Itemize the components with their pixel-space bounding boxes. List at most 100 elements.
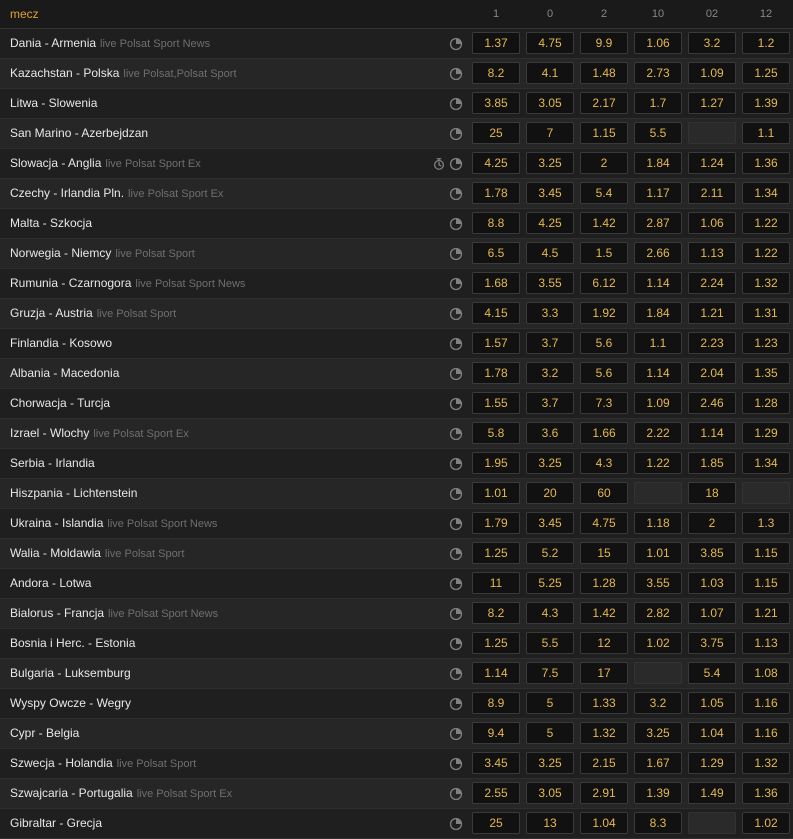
odds-box[interactable]: 1.06 — [634, 32, 682, 54]
odds-box[interactable]: 1.31 — [742, 302, 790, 324]
header-col-0[interactable]: 0 — [523, 0, 577, 28]
match-cell[interactable]: Malta - Szkocja — [0, 208, 423, 238]
odds-box[interactable]: 1.06 — [688, 212, 736, 234]
match-cell[interactable]: Serbia - Irlandia — [0, 448, 423, 478]
odds-box[interactable]: 1.13 — [742, 632, 790, 654]
odds-box[interactable]: 1.92 — [580, 302, 628, 324]
match-cell[interactable]: Izrael - Wlochylive Polsat Sport Ex — [0, 418, 423, 448]
odds-box[interactable]: 1.33 — [580, 692, 628, 714]
odds-box[interactable]: 4.25 — [472, 152, 520, 174]
stats-icon[interactable] — [449, 695, 463, 711]
odds-box[interactable]: 1.67 — [634, 752, 682, 774]
odds-box[interactable]: 3.2 — [634, 692, 682, 714]
odds-box[interactable]: 1.35 — [742, 362, 790, 384]
odds-box[interactable]: 8.8 — [472, 212, 520, 234]
odds-box[interactable]: 1.14 — [634, 362, 682, 384]
stats-icon[interactable] — [449, 95, 463, 111]
stats-icon[interactable] — [449, 755, 463, 771]
odds-box[interactable]: 1.57 — [472, 332, 520, 354]
odds-box[interactable]: 5.4 — [580, 182, 628, 204]
odds-box[interactable]: 4.3 — [526, 602, 574, 624]
match-cell[interactable]: Dania - Armenialive Polsat Sport News — [0, 28, 423, 58]
match-cell[interactable]: Kazachstan - Polskalive Polsat,Polsat Sp… — [0, 58, 423, 88]
odds-box[interactable]: 1.28 — [580, 572, 628, 594]
odds-box[interactable]: 1.48 — [580, 62, 628, 84]
odds-box[interactable]: 1.21 — [742, 602, 790, 624]
stats-icon[interactable] — [449, 725, 463, 741]
stats-icon[interactable] — [449, 335, 463, 351]
odds-box[interactable]: 1.13 — [688, 242, 736, 264]
odds-box[interactable]: 1.39 — [742, 92, 790, 114]
header-col-2[interactable]: 2 — [577, 0, 631, 28]
odds-box[interactable]: 3.25 — [526, 452, 574, 474]
odds-box[interactable]: 1.34 — [742, 452, 790, 474]
odds-box[interactable]: 1.18 — [634, 512, 682, 534]
odds-box[interactable]: 1.42 — [580, 602, 628, 624]
odds-box[interactable]: 1.23 — [742, 332, 790, 354]
odds-box[interactable]: 1.22 — [742, 242, 790, 264]
stats-icon[interactable] — [449, 425, 463, 441]
odds-box[interactable]: 5.5 — [634, 122, 682, 144]
odds-box[interactable]: 1.36 — [742, 782, 790, 804]
odds-box[interactable]: 2.46 — [688, 392, 736, 414]
odds-box[interactable]: 1.02 — [742, 812, 790, 834]
match-cell[interactable]: Gibraltar - Grecja — [0, 808, 423, 838]
odds-box[interactable]: 1.15 — [580, 122, 628, 144]
odds-box[interactable]: 1.16 — [742, 692, 790, 714]
odds-box[interactable]: 4.25 — [526, 212, 574, 234]
header-col-1[interactable]: 1 — [469, 0, 523, 28]
odds-box[interactable]: 1.3 — [742, 512, 790, 534]
odds-box[interactable]: 1.04 — [580, 812, 628, 834]
odds-box[interactable]: 3.05 — [526, 92, 574, 114]
match-cell[interactable]: Bosnia i Herc. - Estonia — [0, 628, 423, 658]
odds-box[interactable]: 5.6 — [580, 362, 628, 384]
match-cell[interactable]: San Marino - Azerbejdzan — [0, 118, 423, 148]
odds-box[interactable]: 7.5 — [526, 662, 574, 684]
odds-box[interactable]: 1.08 — [742, 662, 790, 684]
odds-box[interactable]: 1.14 — [688, 422, 736, 444]
odds-box[interactable]: 2.23 — [688, 332, 736, 354]
odds-box[interactable]: 5.8 — [472, 422, 520, 444]
clock-icon[interactable] — [432, 155, 446, 171]
odds-box[interactable]: 1.22 — [634, 452, 682, 474]
odds-box[interactable]: 2.55 — [472, 782, 520, 804]
odds-box[interactable]: 1.68 — [472, 272, 520, 294]
odds-box[interactable]: 1.49 — [688, 782, 736, 804]
odds-box[interactable]: 4.5 — [526, 242, 574, 264]
header-col-12[interactable]: 12 — [739, 0, 793, 28]
odds-box[interactable]: 5 — [526, 692, 574, 714]
odds-box[interactable]: 1.04 — [688, 722, 736, 744]
stats-icon[interactable] — [449, 485, 463, 501]
odds-box[interactable]: 2 — [688, 512, 736, 534]
odds-box[interactable]: 3.85 — [688, 542, 736, 564]
odds-box[interactable]: 1.32 — [742, 752, 790, 774]
odds-box[interactable]: 1.25 — [472, 632, 520, 654]
odds-box[interactable]: 8.2 — [472, 602, 520, 624]
odds-box[interactable]: 1.66 — [580, 422, 628, 444]
odds-box[interactable]: 3.55 — [526, 272, 574, 294]
match-cell[interactable]: Walia - Moldawialive Polsat Sport — [0, 538, 423, 568]
odds-box[interactable]: 8.3 — [634, 812, 682, 834]
odds-box[interactable]: 1.03 — [688, 572, 736, 594]
odds-box[interactable]: 1.07 — [688, 602, 736, 624]
odds-box[interactable]: 3.7 — [526, 392, 574, 414]
odds-box[interactable]: 1.78 — [472, 362, 520, 384]
odds-box[interactable]: 1.22 — [742, 212, 790, 234]
odds-box[interactable]: 4.1 — [526, 62, 574, 84]
odds-box[interactable]: 3.25 — [634, 722, 682, 744]
odds-box[interactable]: 1.17 — [634, 182, 682, 204]
match-cell[interactable]: Rumunia - Czarnogoralive Polsat Sport Ne… — [0, 268, 423, 298]
odds-box[interactable]: 5.5 — [526, 632, 574, 654]
match-cell[interactable]: Czechy - Irlandia Pln.live Polsat Sport … — [0, 178, 423, 208]
odds-box[interactable]: 1.84 — [634, 152, 682, 174]
odds-box[interactable]: 4.3 — [580, 452, 628, 474]
odds-box[interactable]: 1.05 — [688, 692, 736, 714]
odds-box[interactable]: 18 — [688, 482, 736, 504]
odds-box[interactable]: 1.16 — [742, 722, 790, 744]
odds-box[interactable]: 5.6 — [580, 332, 628, 354]
odds-box[interactable]: 1.25 — [742, 62, 790, 84]
odds-box[interactable]: 1.15 — [742, 542, 790, 564]
odds-box[interactable]: 1.55 — [472, 392, 520, 414]
odds-box[interactable]: 1.28 — [742, 392, 790, 414]
odds-box[interactable]: 4.75 — [526, 32, 574, 54]
